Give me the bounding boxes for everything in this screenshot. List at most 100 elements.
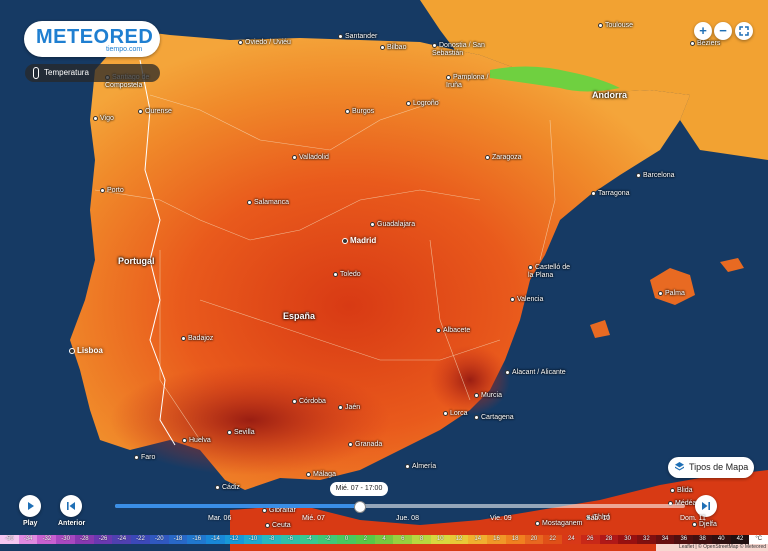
city-granada[interactable]: Granada <box>348 441 382 449</box>
city-lorca[interactable]: Lorca <box>443 410 468 418</box>
menorca-land <box>720 258 744 272</box>
legend-swatch: -10 <box>243 535 263 544</box>
temperature-legend: -50 -34 -32 -30 -28 -26 -24 -22 -20 -18 -16 -14 -12-… <box>0 535 768 544</box>
legend-swatch: -22 <box>131 535 150 544</box>
city-dot-icon <box>528 264 533 270</box>
city-castellon[interactable]: Castelló de la Plana <box>528 264 571 279</box>
play-label: Play <box>23 520 38 527</box>
legend-swatch: -16 <box>187 535 207 544</box>
city-palma[interactable]: Palma <box>658 290 685 298</box>
city-ceuta[interactable]: Ceuta <box>265 522 291 530</box>
city-dot-icon <box>333 271 338 277</box>
city-dot-icon <box>338 404 343 410</box>
city-dot-icon <box>586 514 591 520</box>
country-label-portugal: Portugal <box>118 256 155 266</box>
city-dot-icon <box>443 410 448 416</box>
city-gibraltar[interactable]: Gibraltar <box>262 507 296 515</box>
city-djelfa[interactable]: Djelfa <box>692 521 717 529</box>
city-cadiz[interactable]: Cádiz <box>215 484 240 492</box>
andalusia-hot-zone <box>110 365 390 475</box>
timeline-day-label: Vie. 09 <box>490 515 512 522</box>
murcia-hot-zone <box>430 345 510 415</box>
city-bilbao[interactable]: Bilbao <box>380 44 406 52</box>
city-malaga[interactable]: Málaga <box>306 471 336 479</box>
city-sevilla[interactable]: Sevilla <box>227 429 255 437</box>
city-dot-icon <box>474 414 479 420</box>
timeline-progress <box>115 504 361 508</box>
city-burgos[interactable]: Burgos <box>345 108 374 116</box>
city-alacant[interactable]: Alacant / Alicante <box>505 369 566 377</box>
map-attribution: Leaflet | © OpenStreetMap © Meteored <box>656 544 768 551</box>
zoom-in-button[interactable]: + <box>694 22 712 40</box>
city-santander[interactable]: Santander <box>338 33 377 41</box>
legend-swatch: 6 <box>393 535 413 544</box>
meteored-logo[interactable]: METEORED tiempo.com <box>24 21 160 57</box>
city-chlef[interactable]: Chlef <box>586 514 609 522</box>
city-dot-icon <box>505 369 510 375</box>
next-button[interactable] <box>695 495 717 517</box>
city-toulouse[interactable]: Toulouse <box>598 22 633 30</box>
city-huelva[interactable]: Huelva <box>182 437 211 445</box>
previous-button[interactable] <box>60 495 82 517</box>
layers-icon <box>675 462 684 471</box>
city-jaen[interactable]: Jaén <box>338 404 360 412</box>
logo-subtext: tiempo.com <box>106 46 143 53</box>
city-dot-icon <box>670 487 675 493</box>
zoom-out-button[interactable]: − <box>714 22 732 40</box>
city-ourense[interactable]: Ourense <box>138 108 172 116</box>
mallorca-land <box>650 268 695 305</box>
city-valencia[interactable]: Valencia <box>510 296 543 304</box>
capital-lisboa[interactable]: Lisboa <box>69 346 103 355</box>
city-tarragona[interactable]: Tarragona <box>591 190 630 198</box>
city-toledo[interactable]: Toledo <box>333 271 361 279</box>
legend-swatch: -2 <box>318 535 338 544</box>
city-pamplona[interactable]: Pamplona / Iruña <box>446 74 489 89</box>
city-beziers[interactable]: Béziers <box>690 40 720 48</box>
legend-swatch: 30 <box>618 535 637 544</box>
timeline-day-label: Jue. 08 <box>396 515 419 522</box>
city-dot-icon <box>138 108 143 114</box>
legend-swatch: -28 <box>74 535 94 544</box>
city-valladolid[interactable]: Valladolid <box>292 154 329 162</box>
city-badajoz[interactable]: Badajoz <box>181 335 213 343</box>
city-donostia[interactable]: Donostia / San Sebastián <box>432 42 485 57</box>
capital-madrid[interactable]: Madrid <box>342 236 376 245</box>
city-almeria[interactable]: Almería <box>405 463 436 471</box>
city-cartagena[interactable]: Cartagena <box>474 414 514 422</box>
play-button[interactable] <box>19 495 41 517</box>
city-vigo[interactable]: Vigo <box>93 115 114 123</box>
city-dot-icon <box>247 199 252 205</box>
legend-swatch: 40 <box>711 535 731 544</box>
city-logrono[interactable]: Logroño <box>406 100 439 108</box>
city-blida[interactable]: Blida <box>670 487 693 495</box>
city-cordoba[interactable]: Córdoba <box>292 398 326 406</box>
city-dot-icon <box>93 115 98 121</box>
city-faro[interactable]: Faro <box>134 454 155 462</box>
legend-swatch: 8 <box>412 535 431 544</box>
previous-label: Anterior <box>58 520 86 527</box>
city-guadalajara[interactable]: Guadalajara <box>370 221 415 229</box>
city-murcia[interactable]: Murcia <box>474 392 502 400</box>
city-dot-icon <box>292 154 297 160</box>
fullscreen-button[interactable] <box>735 22 753 40</box>
timeline-day-label: Mar. 06 <box>208 515 232 522</box>
expand-icon <box>739 26 749 36</box>
city-zaragoza[interactable]: Zaragoza <box>485 154 522 162</box>
map-types-label: Tipos de Mapa <box>689 462 749 472</box>
city-dot-icon <box>485 154 490 160</box>
legend-swatch: -12 <box>224 535 244 544</box>
city-dot-icon <box>227 429 232 435</box>
city-oviedo[interactable]: Oviedo / Uviéu <box>238 39 291 47</box>
city-barcelona[interactable]: Barcelona <box>636 172 675 180</box>
city-dot-icon <box>380 44 385 50</box>
legend-swatch: -24 <box>112 535 132 544</box>
city-porto[interactable]: Porto <box>100 187 124 195</box>
city-mostaganem[interactable]: Mostaganem <box>535 520 582 528</box>
timeline-track[interactable] <box>115 504 685 508</box>
layer-selector[interactable]: Temperatura <box>25 64 160 82</box>
city-salamanca[interactable]: Salamanca <box>247 199 289 207</box>
timeline-handle[interactable] <box>354 501 366 513</box>
city-albacete[interactable]: Albacete <box>436 327 470 335</box>
map-types-button[interactable]: Tipos de Mapa <box>668 457 754 478</box>
